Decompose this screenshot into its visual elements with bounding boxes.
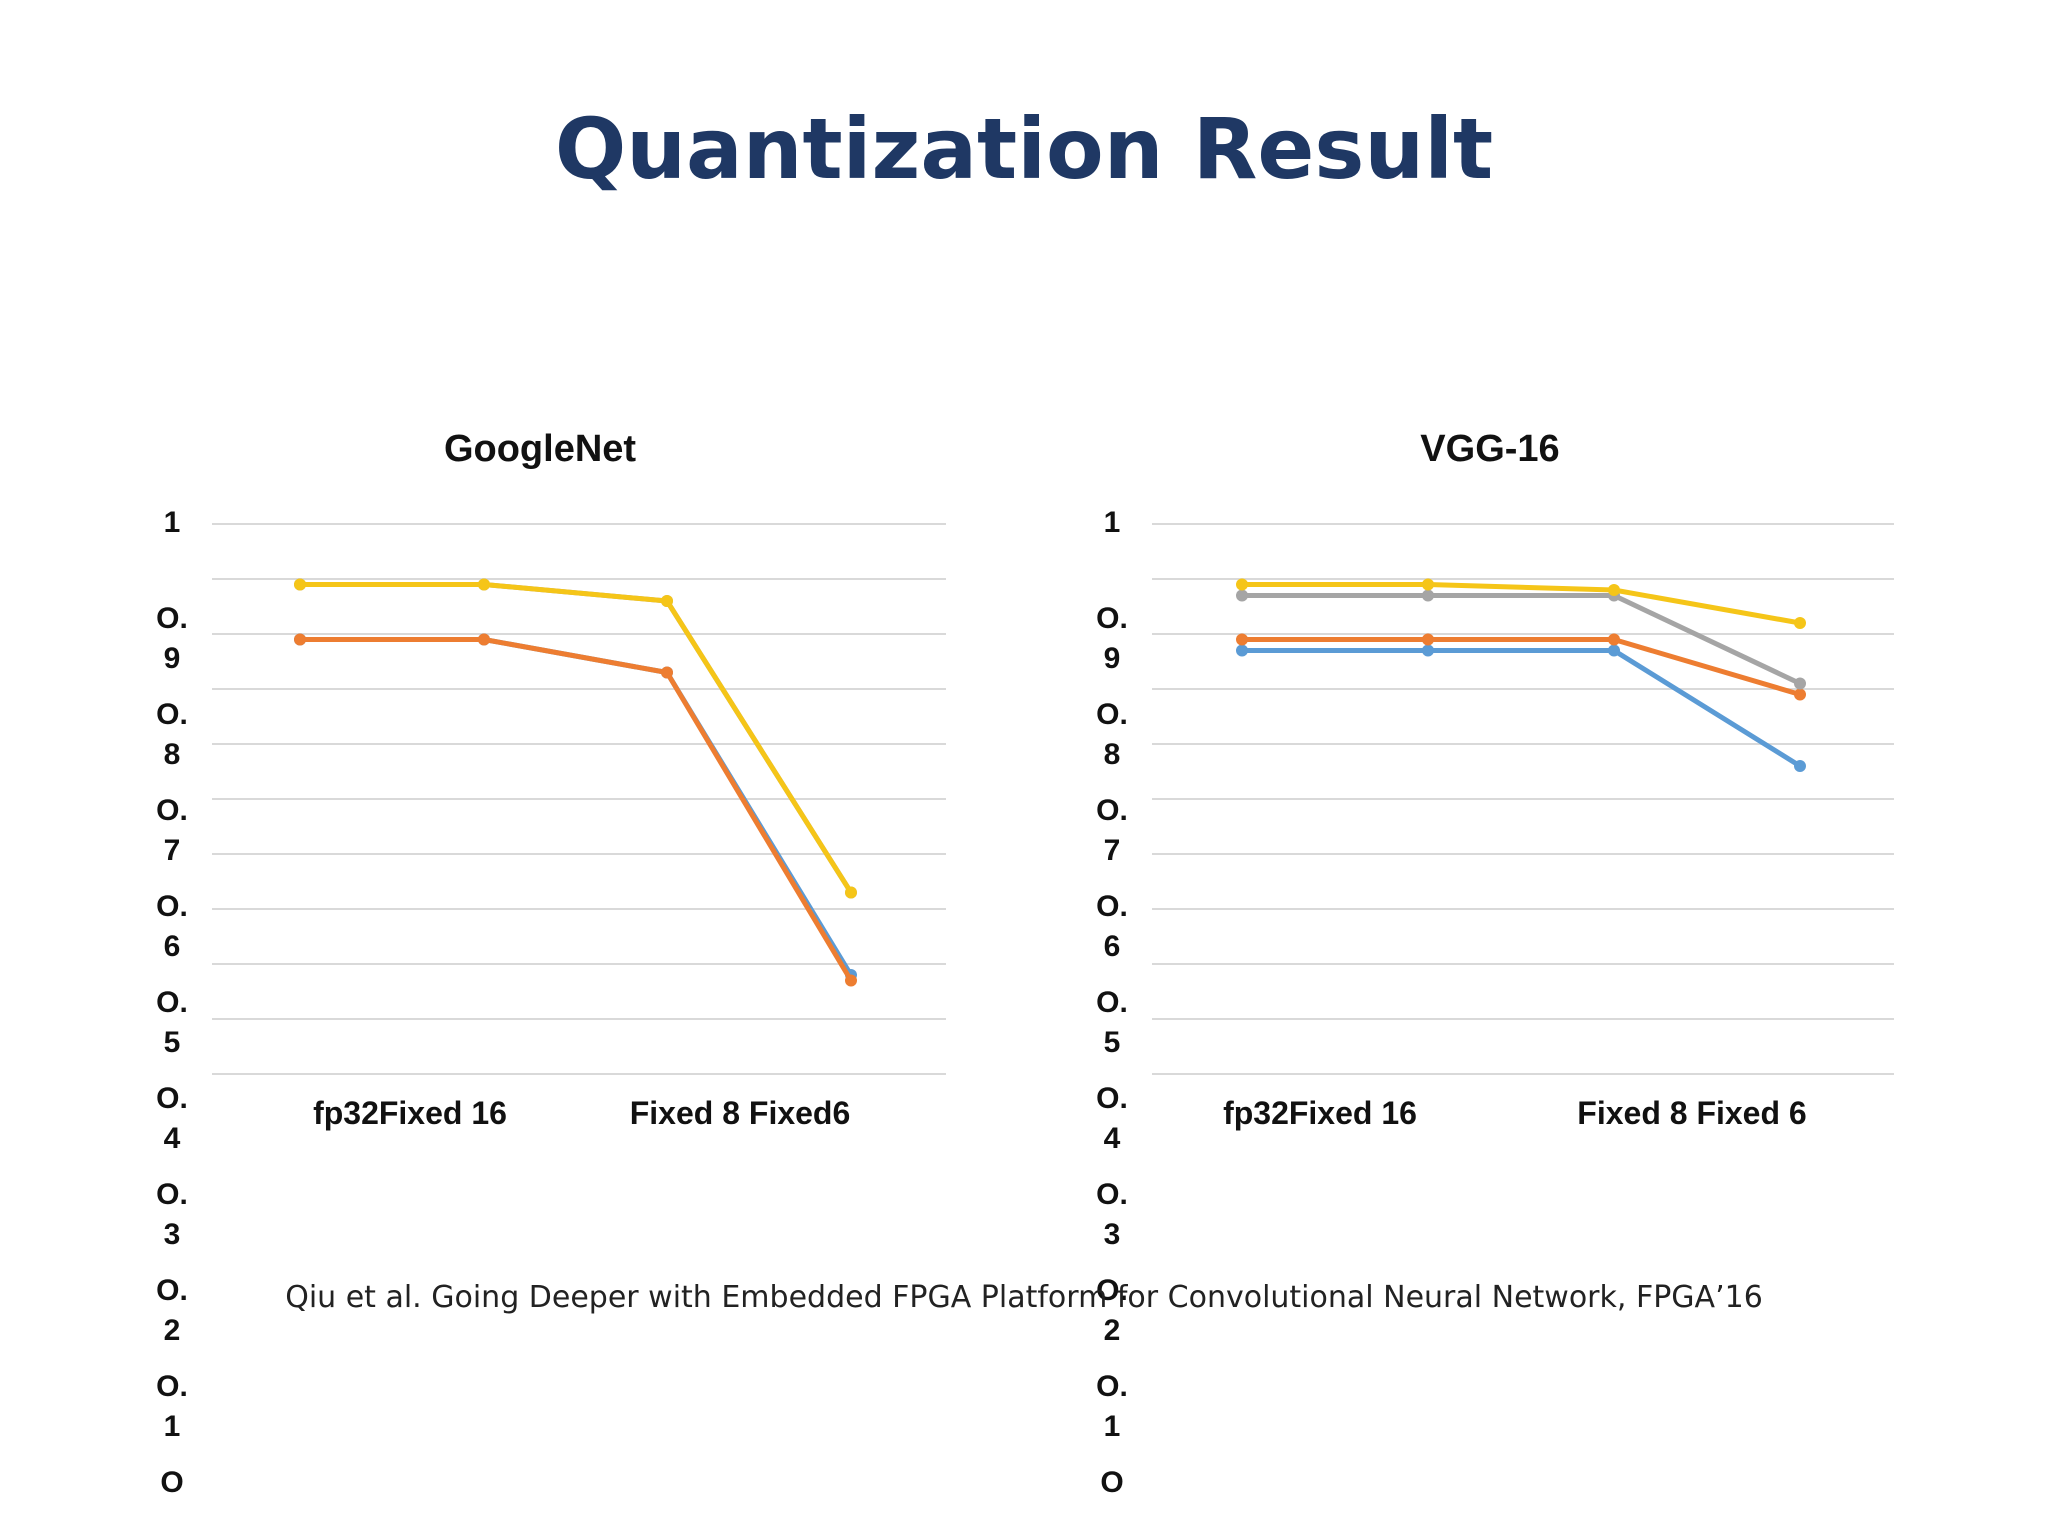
x-category-label: fp32Fixed 16 bbox=[313, 1095, 507, 1131]
y-tick-label: O. bbox=[1096, 890, 1128, 923]
series-orange-point bbox=[1236, 633, 1248, 646]
slide-title: Quantization Result bbox=[554, 100, 1494, 198]
series-yellow-line bbox=[1242, 582, 1801, 626]
x-category-label: Fixed 8 Fixed 6 bbox=[1577, 1095, 1806, 1131]
y-tick-label: 9 bbox=[164, 642, 181, 675]
y-tick-label: 1 bbox=[164, 1410, 181, 1443]
y-tick-label: O. bbox=[156, 1082, 188, 1115]
series-gray-line bbox=[1242, 593, 1802, 686]
y-tick-label: O. bbox=[1096, 1082, 1128, 1115]
y-tick-label: 9 bbox=[1104, 642, 1121, 675]
y-tick-label: 1 bbox=[164, 506, 181, 539]
x-category-label: fp32Fixed 16 bbox=[1223, 1095, 1417, 1131]
series-orange-point bbox=[478, 633, 490, 646]
series-yellow-point bbox=[845, 886, 857, 899]
chart-title-vgg16: VGG-16 bbox=[1420, 428, 1560, 470]
series-blue-point bbox=[1794, 760, 1806, 772]
y-tick-label: O. bbox=[156, 986, 188, 1019]
y-tick-label: O. bbox=[156, 698, 188, 731]
series-yellow-point bbox=[1794, 617, 1806, 629]
y-tick-label: 6 bbox=[164, 930, 181, 963]
series-orange-line bbox=[300, 637, 854, 982]
series-orange-point bbox=[845, 974, 857, 987]
chart-title-googlenet: GoogleNet bbox=[443, 428, 637, 470]
y-tick-label: 8 bbox=[164, 738, 181, 771]
y-tick-label: O. bbox=[156, 1178, 188, 1211]
x-category-label: Fixed 8 Fixed6 bbox=[630, 1095, 851, 1131]
y-tick-label: O. bbox=[1096, 1370, 1128, 1403]
series-orange-point bbox=[1422, 633, 1434, 646]
y-tick-label: O. bbox=[156, 890, 188, 923]
y-tick-label: 7 bbox=[1104, 834, 1121, 867]
citation: Qiu et al. Going Deeper with Embedded FP… bbox=[285, 1280, 1763, 1315]
series-gray-point bbox=[1794, 677, 1806, 690]
y-tick-label: 3 bbox=[164, 1218, 181, 1251]
series-yellow-point bbox=[1236, 578, 1248, 591]
y-tick-label: 1 bbox=[1104, 1410, 1121, 1443]
y-tick-label: 3 bbox=[1104, 1218, 1121, 1251]
y-tick-label: O. bbox=[156, 794, 188, 827]
y-tick-label: O bbox=[1100, 1466, 1123, 1499]
y-tick-label: O. bbox=[1096, 986, 1128, 1019]
y-tick-label: O. bbox=[1096, 1178, 1128, 1211]
series-yellow-point bbox=[661, 595, 673, 607]
series-orange-point bbox=[661, 666, 673, 679]
y-tick-label: O. bbox=[1096, 602, 1128, 635]
series-orange-line bbox=[1242, 637, 1801, 697]
series-gray-point bbox=[1422, 589, 1434, 602]
y-tick-label: O bbox=[160, 1466, 183, 1499]
series-blue-line bbox=[1242, 648, 1802, 769]
y-tick-label: 7 bbox=[164, 834, 181, 867]
series-yellow-line bbox=[300, 582, 854, 894]
series-yellow-point bbox=[478, 578, 490, 591]
y-tick-label: 5 bbox=[164, 1026, 181, 1059]
series-yellow-point bbox=[294, 578, 306, 591]
y-tick-label: O. bbox=[156, 1274, 188, 1307]
series-blue-point bbox=[1236, 644, 1248, 657]
series-blue-point bbox=[1608, 644, 1620, 657]
y-tick-label: 8 bbox=[1104, 738, 1121, 771]
series-blue-point bbox=[1422, 644, 1434, 657]
series-yellow-point bbox=[1608, 584, 1620, 596]
y-tick-label: O. bbox=[156, 1370, 188, 1403]
y-tick-label: 1 bbox=[1104, 506, 1121, 539]
y-tick-label: O. bbox=[1096, 1274, 1128, 1307]
y-tick-label: 6 bbox=[1104, 930, 1121, 963]
series-yellow-point bbox=[1422, 578, 1434, 591]
y-tick-label: O. bbox=[156, 602, 188, 635]
series-orange-point bbox=[294, 633, 306, 646]
y-tick-label: O. bbox=[1096, 794, 1128, 827]
y-tick-label: 5 bbox=[1104, 1026, 1121, 1059]
y-tick-label: 4 bbox=[164, 1122, 181, 1155]
series-gray-point bbox=[1236, 589, 1248, 602]
series-orange-point bbox=[1608, 633, 1620, 646]
y-tick-label: 2 bbox=[164, 1314, 181, 1347]
y-tick-label: 2 bbox=[1104, 1314, 1121, 1347]
series-orange-point bbox=[1794, 688, 1806, 701]
y-tick-label: 4 bbox=[1104, 1122, 1121, 1155]
y-tick-label: O. bbox=[1096, 698, 1128, 731]
